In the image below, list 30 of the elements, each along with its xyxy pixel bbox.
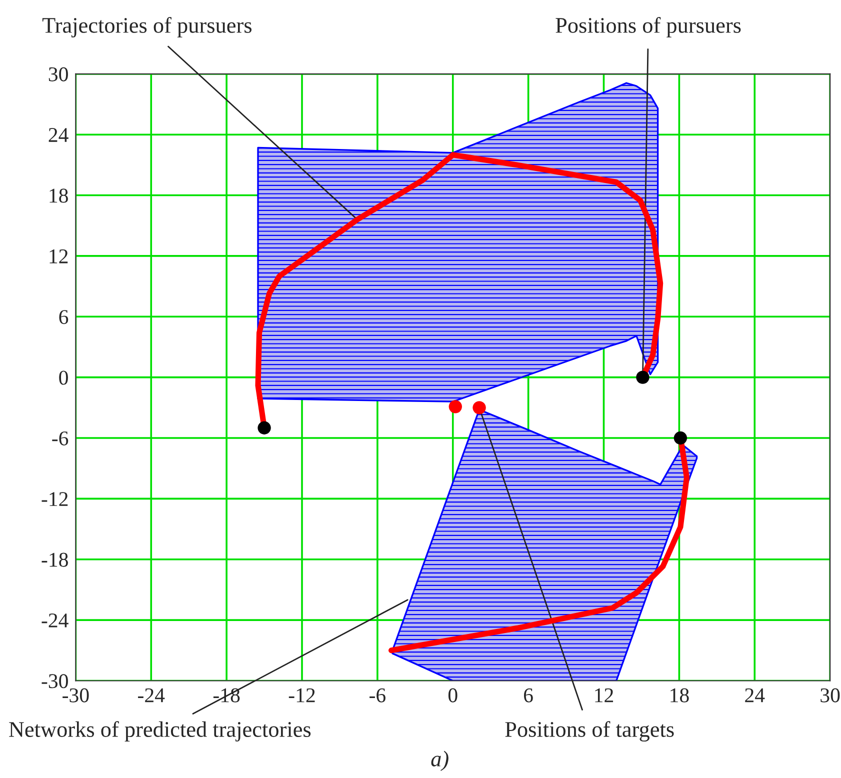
x-tick-label: 12 [595,688,614,702]
point [472,401,486,414]
y-tick-label: 18 [50,188,68,203]
x-tick-label: -12 [288,688,315,702]
annotation: Positions of targets [505,721,674,742]
y-tick-label: -12 [42,492,68,506]
x-tick-label: 6 [524,688,533,702]
annotation: Trajectories of pursuers [42,17,252,38]
y-tick-label: -30 [42,674,68,688]
x-tick-label: 18 [670,688,689,702]
x-tick-label: 0 [448,688,458,702]
point [674,431,688,445]
y-tick-label: -18 [42,552,68,567]
y-tick-label: 24 [48,128,68,142]
text: a) [431,750,448,771]
y-tick-label: -6 [52,431,68,446]
x-tick-label: -24 [138,688,165,702]
x-tick-label: -6 [370,688,386,702]
annotation: Positions of pursuers [556,17,741,38]
y-tick-label: -24 [42,614,68,628]
x-tick-label: 30 [820,688,840,702]
y-tick-label: 0 [59,370,68,385]
point [258,421,271,434]
y-tick-label: 6 [59,310,68,324]
x-tick-label: 24 [745,688,765,702]
point [636,370,650,384]
annotation: Networks of predicted trajectories [9,721,311,742]
y-tick-label: 12 [50,249,68,264]
y-tick-label: 30 [48,67,68,82]
point [448,400,462,414]
